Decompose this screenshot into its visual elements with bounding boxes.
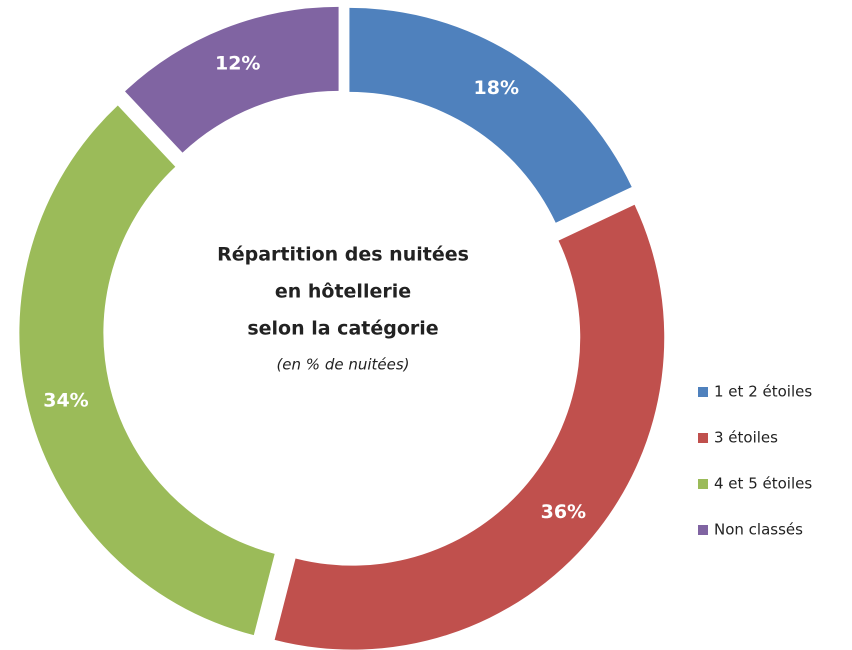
legend-label: 1 et 2 étoiles	[714, 383, 812, 401]
donut-segment	[125, 6, 339, 153]
value-label: 36%	[541, 501, 586, 523]
legend-label: 3 étoiles	[714, 429, 778, 447]
chart-title: en hôtellerie	[275, 281, 411, 303]
chart-subtitle: (en % de nuitées)	[276, 356, 409, 374]
donut-segment	[349, 7, 632, 223]
legend-swatch	[698, 479, 708, 489]
legend-swatch	[698, 525, 708, 535]
value-label: 34%	[43, 390, 88, 412]
donut-segment	[19, 105, 275, 636]
value-label: 12%	[215, 53, 260, 75]
donut-segment	[274, 204, 665, 650]
legend-swatch	[698, 433, 708, 443]
legend-swatch	[698, 387, 708, 397]
legend-label: 4 et 5 étoiles	[714, 475, 812, 493]
chart-title: selon la catégorie	[247, 318, 438, 340]
legend-label: Non classés	[714, 521, 803, 539]
value-label: 18%	[474, 77, 519, 99]
chart-title: Répartition des nuitées	[217, 244, 469, 266]
